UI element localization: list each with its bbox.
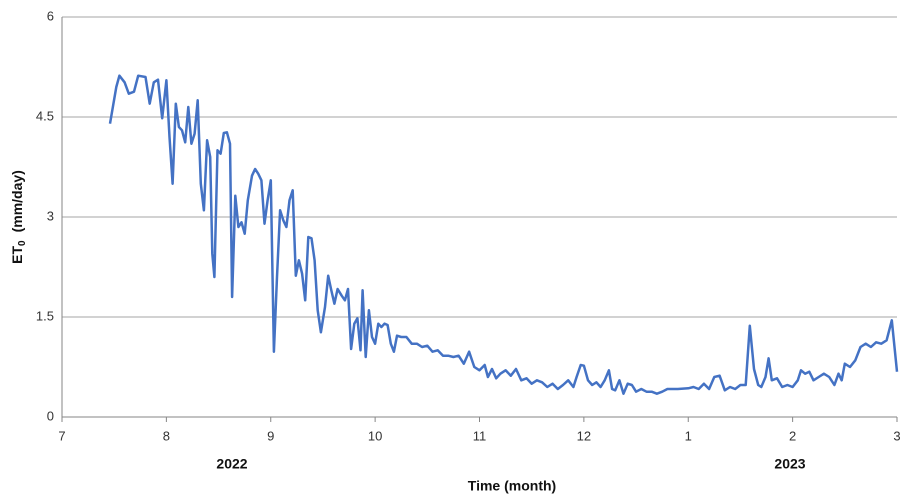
year-label: 2023 — [774, 456, 805, 472]
x-tick-label: 10 — [368, 428, 382, 443]
y-tick-label: 4.5 — [36, 108, 54, 123]
y-title-unit: (mm/day) — [9, 170, 25, 232]
x-tick-label: 7 — [58, 428, 65, 443]
data-line — [108, 74, 899, 395]
y-tick-label: 0 — [47, 408, 54, 423]
x-tick-label: 1 — [685, 428, 692, 443]
x-tick-label: 12 — [577, 428, 591, 443]
y-title-main: ET — [9, 246, 25, 264]
x-axis-title: Time (month) — [468, 478, 556, 494]
y-title-subscript: 0 — [17, 240, 28, 246]
year-label: 2022 — [216, 456, 247, 472]
y-axis-title: ET0 (mm/day) — [9, 170, 28, 264]
y-tick-label: 6 — [47, 8, 54, 23]
y-tick-label: 1.5 — [36, 308, 54, 323]
y-tick-label: 3 — [47, 208, 54, 223]
x-tick-label: 8 — [163, 428, 170, 443]
x-tick-label: 2 — [789, 428, 796, 443]
x-tick-label: 11 — [473, 428, 487, 443]
x-tick-label: 3 — [893, 428, 900, 443]
x-tick-label: 9 — [267, 428, 274, 443]
